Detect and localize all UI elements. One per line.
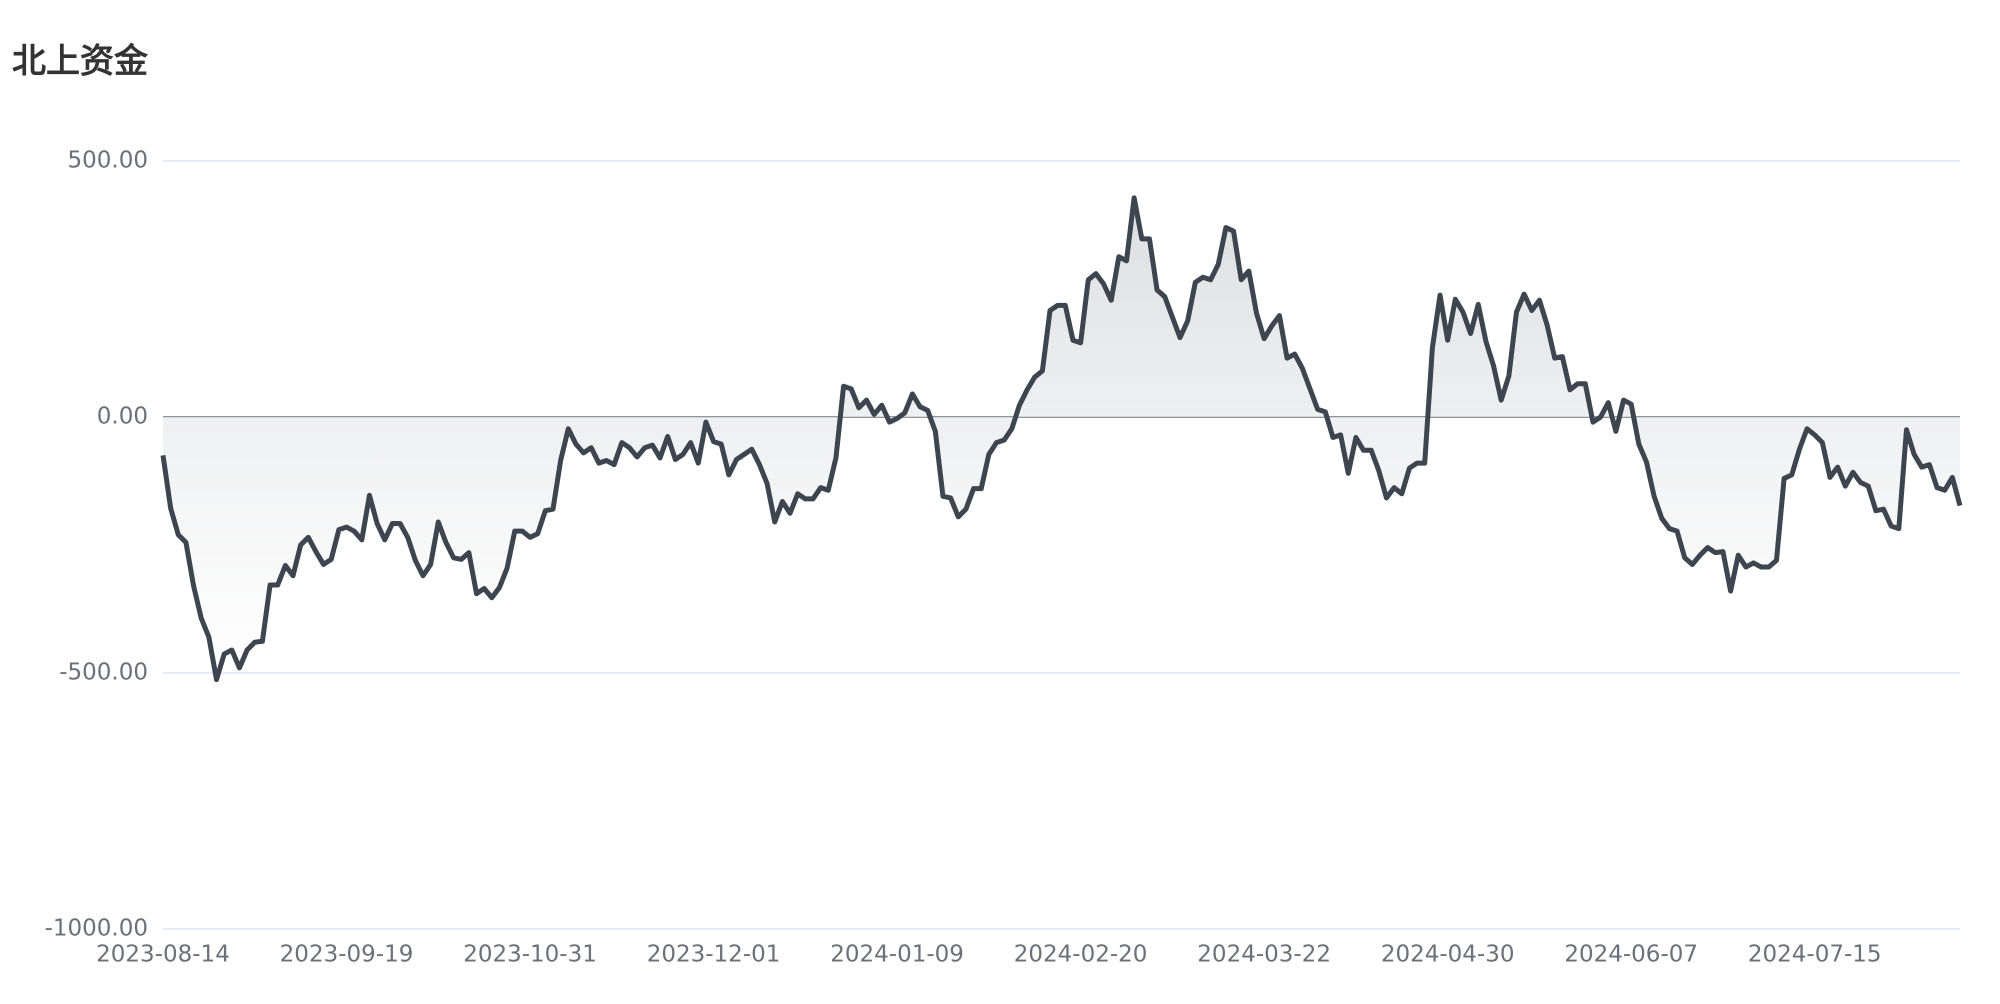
x-tick-label: 2024-06-07 (1564, 942, 1698, 968)
x-tick-label: 2024-07-15 (1748, 942, 1882, 968)
x-tick-label: 2024-03-22 (1197, 942, 1331, 968)
y-tick-label: 0.00 (97, 404, 148, 430)
area (163, 197, 1960, 680)
y-tick-label: -1000.00 (45, 916, 148, 942)
y-tick-label: -500.00 (59, 660, 148, 686)
x-tick-label: 2024-01-09 (830, 942, 964, 968)
x-tick-label: 2023-10-31 (463, 942, 597, 968)
line (160, 195, 1963, 683)
x-tick-label: 2023-09-19 (280, 942, 414, 968)
x-tick-label: 2024-04-30 (1381, 942, 1515, 968)
x-tick-label: 2023-12-01 (647, 942, 781, 968)
x-tick-label: 2024-02-20 (1014, 942, 1148, 968)
y-tick-label: 500.00 (68, 148, 148, 174)
x-tick-label: 2023-08-14 (96, 942, 230, 968)
chart-title: 北上资金 (12, 42, 149, 82)
